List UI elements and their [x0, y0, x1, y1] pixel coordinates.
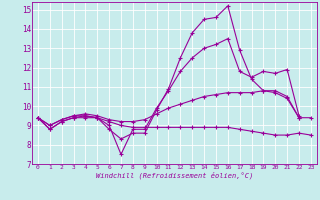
X-axis label: Windchill (Refroidissement éolien,°C): Windchill (Refroidissement éolien,°C): [96, 171, 253, 179]
